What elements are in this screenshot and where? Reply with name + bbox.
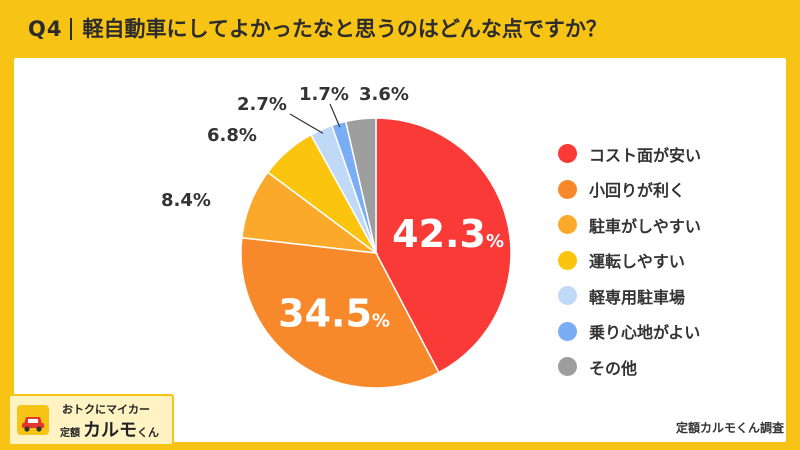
legend-label: 運転しやすい: [589, 252, 685, 272]
car-icon: [17, 405, 49, 435]
data-label-2: 34.5%: [278, 291, 390, 335]
logo-name: カルモ: [83, 420, 137, 441]
legend-swatch: [558, 179, 577, 199]
legend-swatch: [558, 215, 577, 235]
legend-swatch: [558, 286, 577, 306]
data-label-3: 8.4%: [161, 190, 211, 211]
pie-slice-1: [375, 117, 512, 374]
logo-tagline: おトクにマイカー: [62, 403, 150, 416]
title-separator: [70, 18, 73, 40]
pie-slices: [240, 117, 512, 389]
legend-swatch: [558, 357, 577, 377]
data-label-4: 6.8%: [207, 125, 257, 146]
chart-panel: 42.3% 34.5% 8.4% 6.8% 2.7% 1.7% 3.6% コスト面が安い 小回…: [14, 58, 786, 442]
legend-item: 駐車がしやすい: [558, 207, 701, 243]
pie-slice-2: [240, 236, 440, 389]
legend-item: 軽専用駐車場: [558, 278, 701, 314]
legend-swatch: [558, 321, 577, 341]
data-label-7: 3.6%: [359, 84, 409, 105]
question-number: Q4: [28, 17, 63, 41]
legend-swatch: [558, 250, 577, 270]
leader-line-6: [329, 103, 341, 128]
logo-prefix: 定額: [60, 428, 80, 439]
brand-logo: おトクにマイカー 定額 カルモくん: [8, 394, 174, 446]
source-note: 定額カルモくん調査: [675, 421, 784, 435]
pie-slice-7: [344, 117, 377, 254]
legend-item: 運転しやすい: [558, 243, 701, 279]
data-labels: 42.3%34.5% 8.4% 6.8% 2.7% 1.7% 3.6%: [161, 84, 504, 335]
legend-swatch: [558, 144, 577, 164]
leader-line-5: [289, 113, 324, 134]
legend: コスト面が安い 小回りが利く 駐車がしやすい 運転しやすい 軽専用駐車場 乗り心地がよいそ…: [558, 136, 701, 385]
legend-item: 乗り心地がよい: [558, 314, 701, 350]
legend-item: 小回りが利く: [558, 172, 701, 208]
data-label-6: 1.7%: [299, 84, 349, 105]
legend-label: 軽専用駐車場: [589, 287, 686, 307]
legend-label: 駐車がしやすい: [589, 216, 701, 236]
data-label-5: 2.7%: [237, 94, 287, 115]
leader-lines: [289, 103, 341, 134]
pie-chart: 42.3%34.5% 8.4% 6.8% 2.7% 1.7% 3.6%: [161, 84, 512, 389]
legend-label: その他: [589, 358, 638, 378]
legend-item: その他: [558, 349, 701, 385]
logo-suffix: くん: [137, 426, 159, 439]
logo-wordmark: 定額 カルモくん: [60, 416, 159, 442]
data-label-1: 42.3%: [392, 212, 504, 256]
chart-title: Q4 軽自動車にしてよかったなと思うのはどんな点ですか？: [28, 10, 607, 48]
question-text: 軽自動車にしてよかったなと思うのはどんな点ですか？: [82, 17, 607, 41]
legend-label: コスト面が安い: [589, 145, 702, 165]
legend-label: 乗り心地がよい: [589, 323, 701, 343]
legend-label: 小回りが利く: [589, 181, 686, 201]
legend-item: コスト面が安い: [558, 136, 701, 172]
